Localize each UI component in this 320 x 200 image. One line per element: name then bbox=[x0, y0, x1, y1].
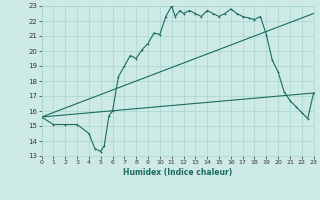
X-axis label: Humidex (Indice chaleur): Humidex (Indice chaleur) bbox=[123, 168, 232, 177]
